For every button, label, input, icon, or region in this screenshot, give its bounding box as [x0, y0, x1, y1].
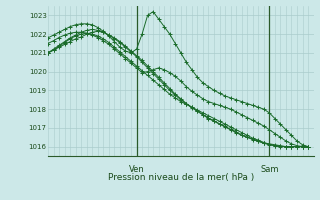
X-axis label: Pression niveau de la mer( hPa ): Pression niveau de la mer( hPa ) [108, 173, 254, 182]
Text: Sam: Sam [260, 165, 279, 174]
Text: Ven: Ven [129, 165, 144, 174]
